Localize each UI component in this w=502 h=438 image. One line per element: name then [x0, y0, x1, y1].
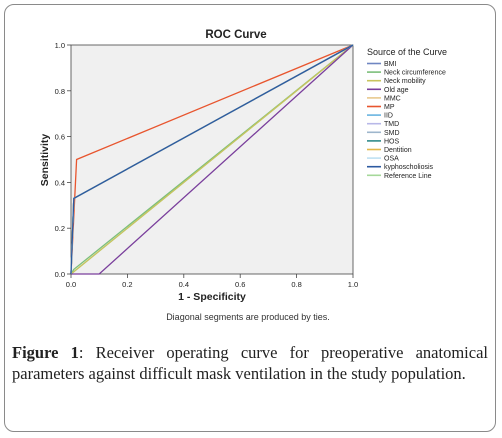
series-line-kyphoscholiosis [70, 44, 354, 275]
roc-chart: ROC Curve 0.0 0.2 0.4 0.6 0.8 1.0 0.0 0.2 0.4 0.6… [39, 29, 447, 322]
caption-label: Figure 1 [12, 343, 79, 362]
legend-title: Source of the Curve [367, 47, 447, 57]
x-tick-label: 0.4 [179, 280, 189, 289]
legend-label-bmi: BMI [384, 61, 397, 68]
x-tick-label: 0.0 [66, 280, 76, 289]
legend-label-neck-circumference: Neck circumference [384, 70, 446, 77]
y-tick-label: 1.0 [55, 41, 65, 50]
caption-text: : Receiver operating curve for preoperat… [12, 343, 488, 383]
y-tick-label: 0.8 [55, 87, 65, 96]
y-axis-title: Sensitivity [39, 134, 51, 187]
legend-label-old-age: Old age [384, 87, 409, 94]
chart-title: ROC Curve [205, 29, 266, 41]
legend-label-tmd: TMD [384, 121, 399, 128]
y-tick-label: 0.0 [55, 270, 65, 279]
x-tick-label: 0.8 [291, 280, 301, 289]
y-tick-label: 0.2 [55, 224, 65, 233]
y-tick-label: 0.4 [55, 178, 65, 187]
y-tick-label: 0.6 [55, 133, 65, 142]
legend-label-smd: SMD [384, 130, 400, 137]
legend-label-hos: HOS [384, 138, 400, 145]
legend-label-neck-mobility: Neck mobility [384, 78, 426, 85]
legend-label-kyphoscholiosis: kyphoscholiosis [384, 164, 434, 171]
series-line-old-age [71, 44, 354, 275]
series-line-neck-mobility [70, 44, 354, 275]
figure-caption: Figure 1: Receiver operating curve for p… [12, 342, 488, 384]
legend-label-dentition: Dentition [384, 147, 412, 154]
legend-label-reference-line: Reference Line [384, 173, 432, 180]
x-tick-label: 1.0 [348, 280, 358, 289]
legend-label-mmc: MMC [384, 95, 401, 102]
legend-label-iid: IID [384, 113, 393, 120]
x-tick-label: 0.6 [235, 280, 245, 289]
x-axis-title: 1 - Specificity [178, 291, 246, 303]
x-tick-label: 0.2 [122, 280, 132, 289]
legend-label-mp: MP [384, 104, 395, 111]
legend-label-osa: OSA [384, 156, 399, 163]
chart-note: Diagonal segments are produced by ties. [166, 312, 330, 322]
